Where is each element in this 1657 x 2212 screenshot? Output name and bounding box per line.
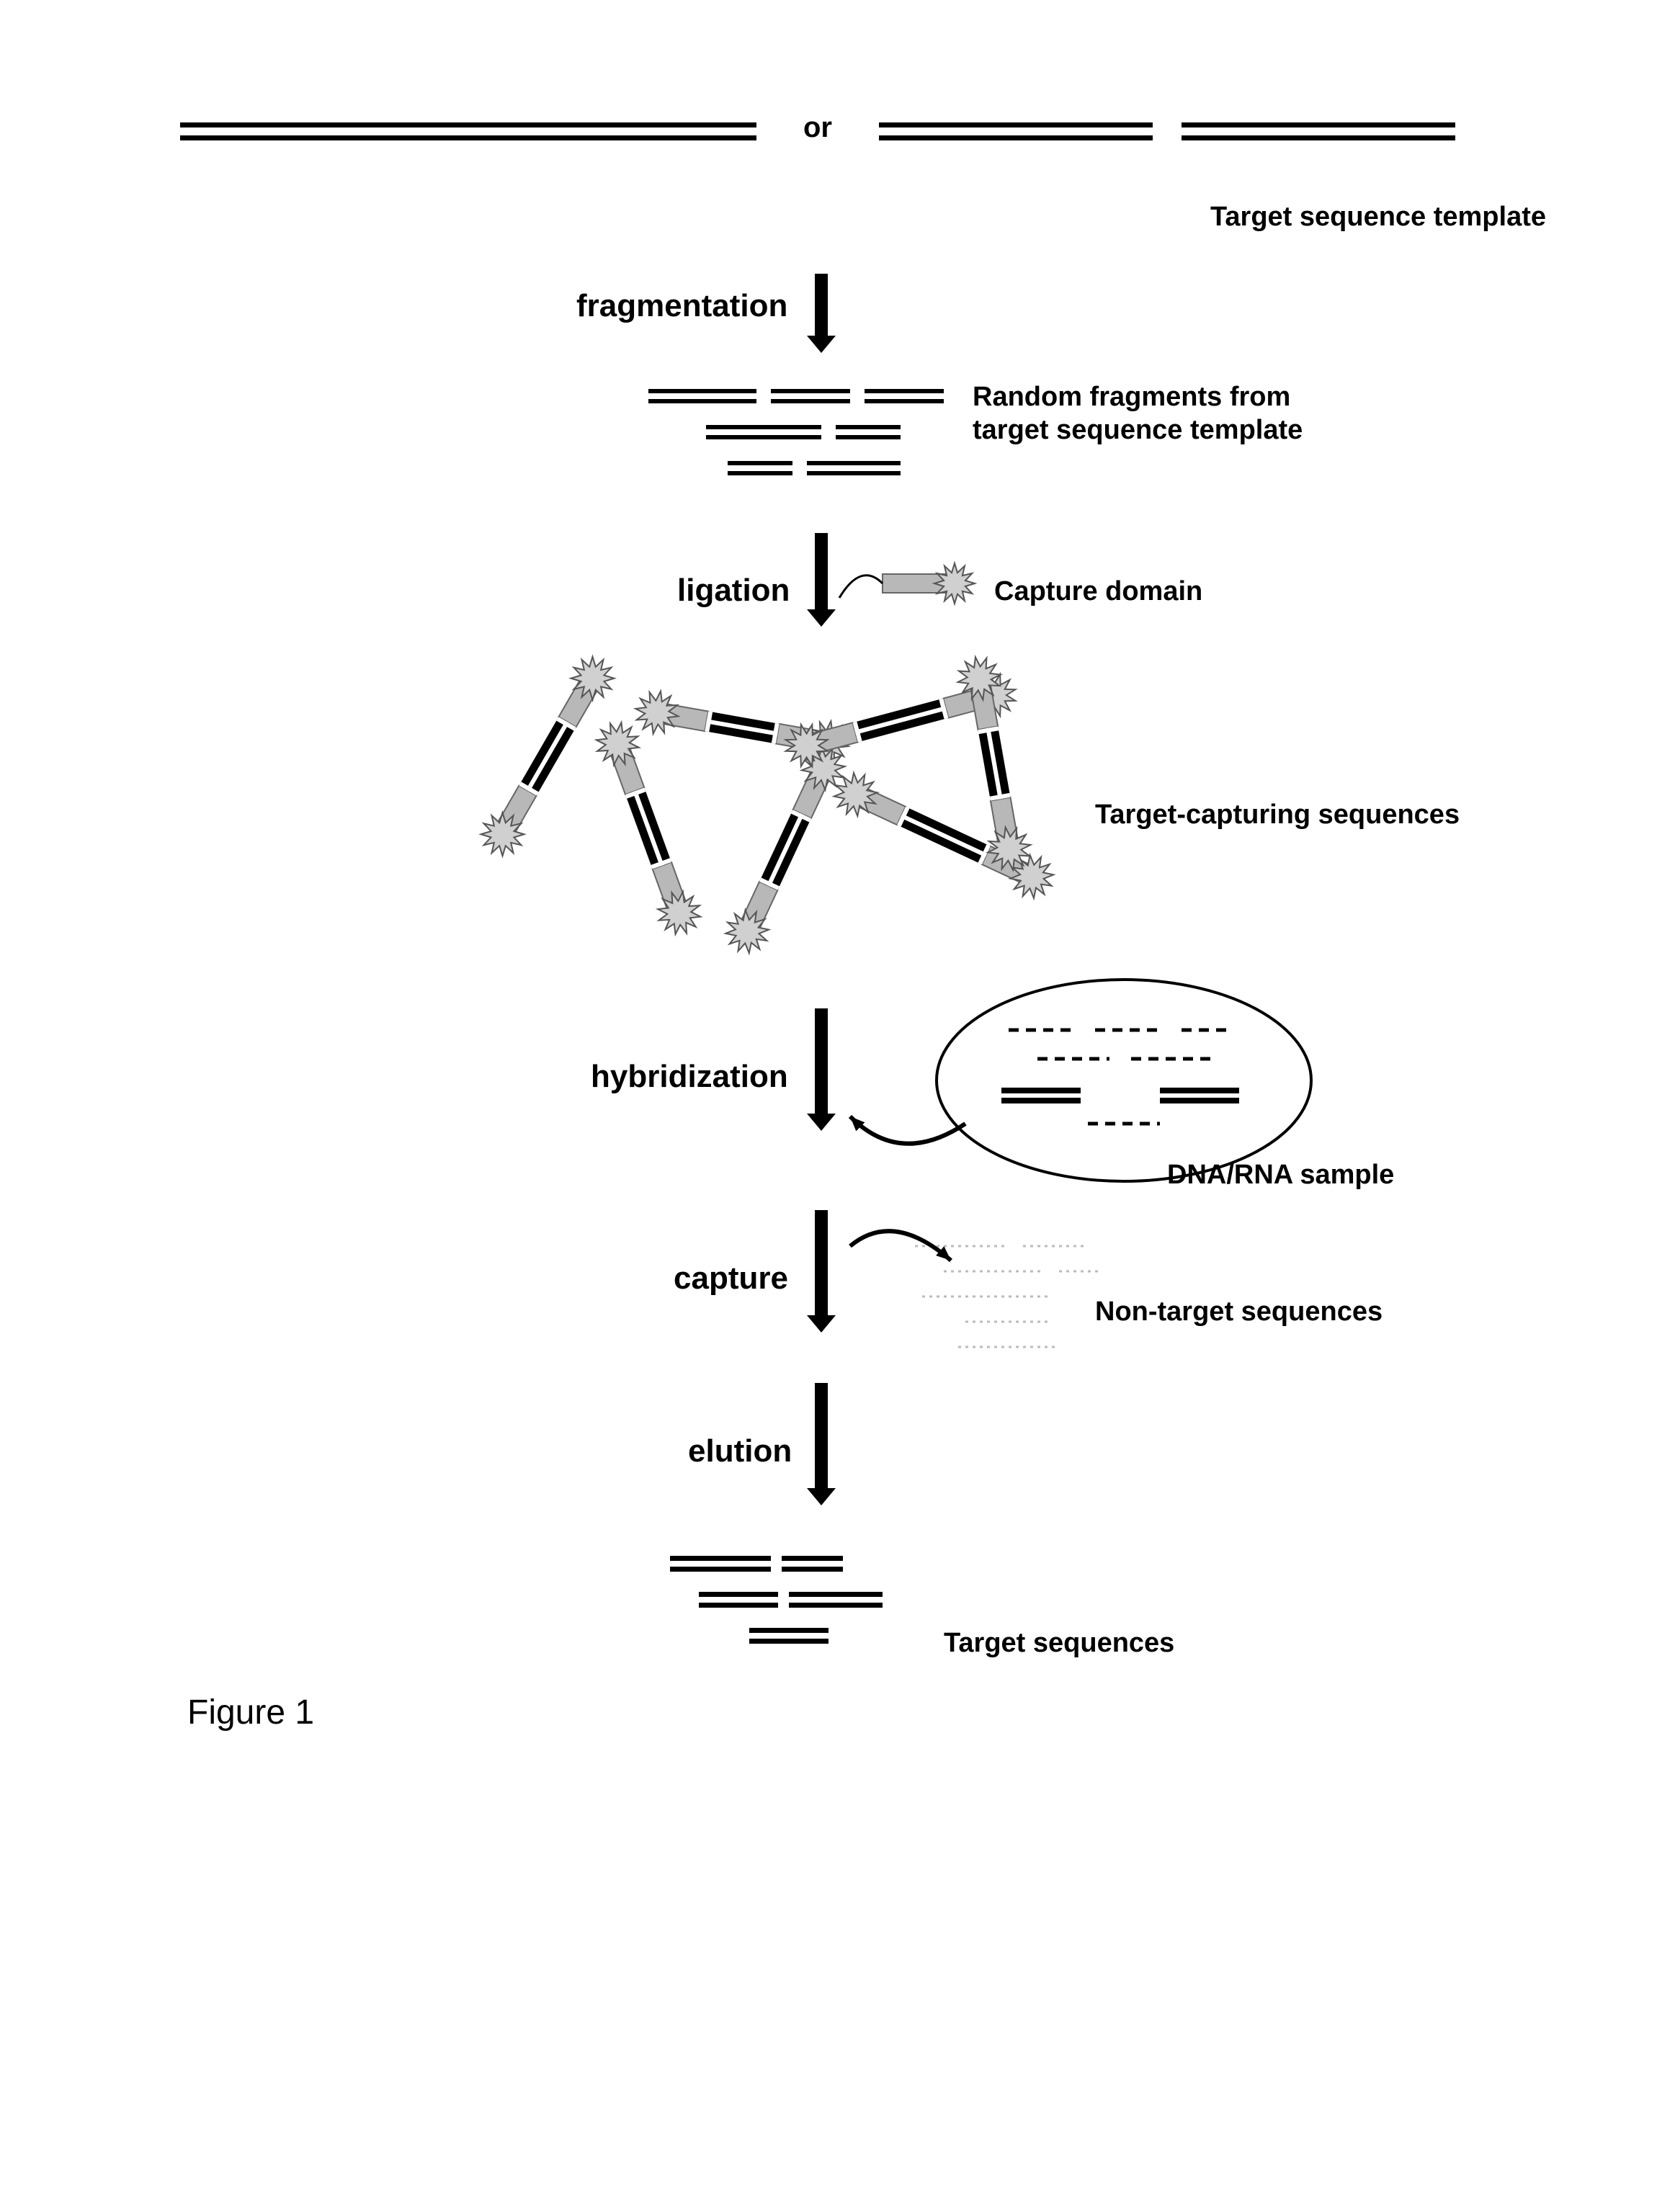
hybridization-label: hybridization: [591, 1059, 788, 1095]
target-sequences-label: Target sequences: [944, 1628, 1174, 1659]
or-label: or: [803, 112, 832, 144]
non-target-seq-label: Non-target sequences: [1095, 1297, 1383, 1327]
capture-domain-label: Capture domain: [994, 576, 1202, 607]
fragmentation-label: fragmentation: [576, 288, 787, 324]
elution-label: elution: [688, 1433, 792, 1469]
dna-rna-sample-label: DNA/RNA sample: [1167, 1160, 1394, 1191]
ligation-label: ligation: [677, 573, 790, 609]
target-seq-template-label: Target sequence template: [1210, 202, 1546, 233]
random-fragments-line1: Random fragments from: [973, 382, 1290, 413]
capture-label: capture: [674, 1261, 788, 1297]
random-fragments-line2: target sequence template: [973, 415, 1303, 446]
figure-label: Figure 1: [187, 1693, 314, 1732]
diagram-svg: [0, 0, 1657, 2212]
target-capturing-seq-label: Target-capturing sequences: [1095, 800, 1460, 830]
